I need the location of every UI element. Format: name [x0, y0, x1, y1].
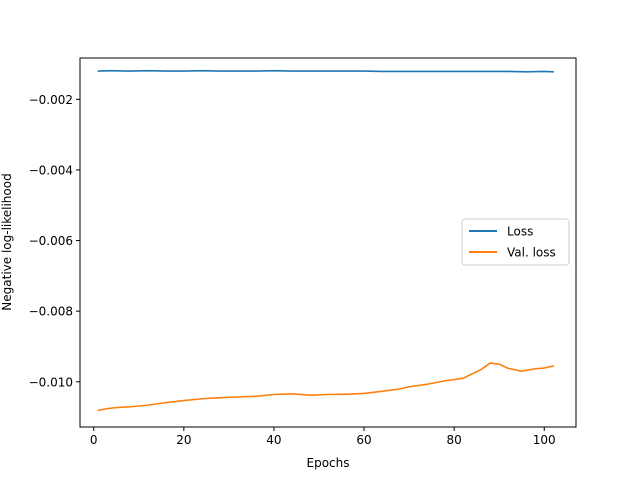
x-tick-label: 80 — [446, 433, 461, 447]
legend-label-val-loss: Val. loss — [507, 246, 556, 260]
x-tick-label: 0 — [90, 433, 98, 447]
x-tick-label: 40 — [266, 433, 281, 447]
y-tick-label: −0.004 — [29, 163, 73, 177]
legend-label-loss: Loss — [507, 225, 533, 239]
x-axis-label: Epochs — [307, 456, 350, 470]
x-tick-label: 60 — [356, 433, 371, 447]
legend: Loss Val. loss — [461, 218, 570, 266]
y-axis-label: Negative log-likelihood — [0, 173, 14, 310]
x-tick-label: 20 — [176, 433, 191, 447]
series-line-loss — [97, 69, 555, 73]
y-tick-label: −0.002 — [29, 93, 73, 107]
y-axis-ticks: −0.010 −0.008 −0.006 −0.004 −0.002 — [29, 93, 80, 389]
y-tick-label: −0.006 — [29, 234, 73, 248]
series-layer — [97, 69, 555, 412]
series-line-val-loss — [97, 362, 555, 412]
x-axis-ticks: 0 20 40 60 80 100 — [90, 427, 556, 447]
x-tick-label: 100 — [533, 433, 556, 447]
y-tick-label: −0.010 — [29, 375, 73, 389]
plot-frame — [79, 57, 577, 428]
y-tick-label: −0.008 — [29, 305, 73, 319]
